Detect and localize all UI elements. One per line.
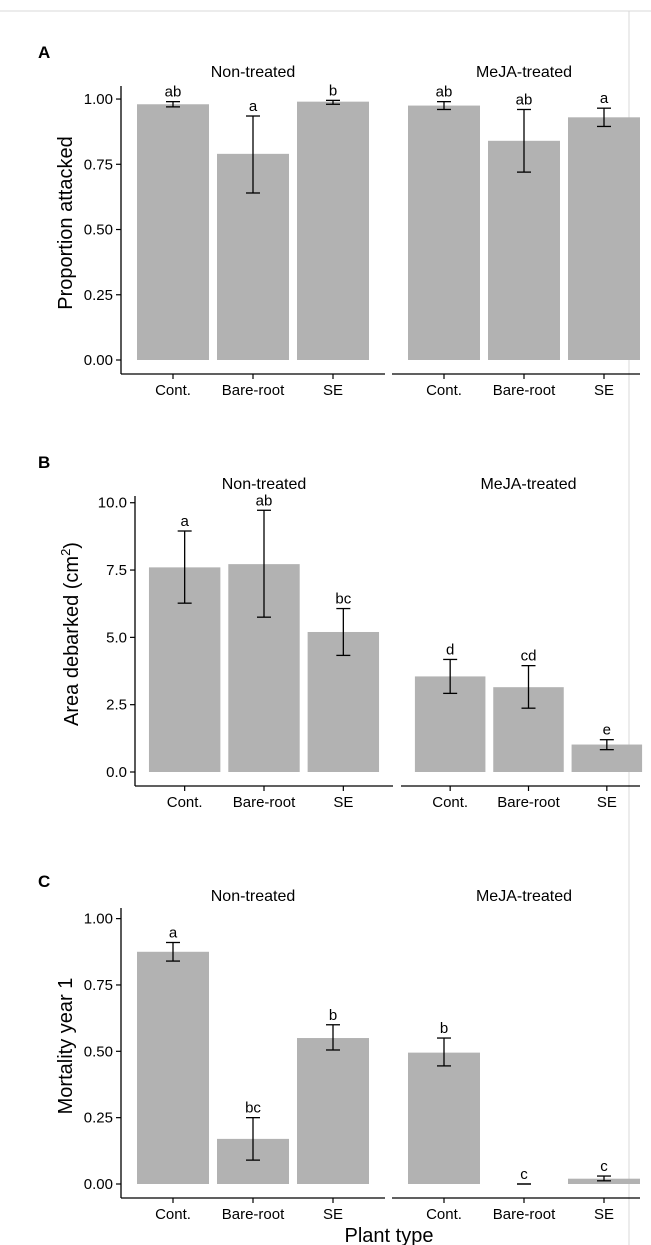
y-tick-label: 0.75 xyxy=(84,977,113,994)
chart-root: A 0.00 0.25 0.50 0.75 1.00 Proportion attacked… xyxy=(38,43,643,1245)
bar xyxy=(408,1052,480,1184)
x-tick-label: SE xyxy=(594,1206,614,1223)
panel-0: A 0.00 0.25 0.50 0.75 1.00 Proportion attacked… xyxy=(38,43,640,399)
y-tick-label: 5.0 xyxy=(106,629,127,646)
x-tick-label: SE xyxy=(333,794,353,811)
facet-1: MeJA-treated ab Cont. ab Bare-root a SE xyxy=(392,64,640,399)
significance-letter: b xyxy=(329,1007,337,1024)
significance-letter: a xyxy=(600,90,609,107)
y-axis-label: Area debarked (cm2) xyxy=(58,542,83,726)
facet-1: MeJA-treated d Cont. cd Bare-root e SE xyxy=(401,476,643,811)
facet-title: Non-treated xyxy=(211,888,296,905)
x-tick-label: Bare-root xyxy=(493,382,556,399)
x-tick-label: SE xyxy=(323,1206,343,1223)
significance-letter: b xyxy=(440,1020,448,1037)
bar xyxy=(137,951,209,1184)
significance-letter: d xyxy=(446,641,454,658)
facet-title: Non-treated xyxy=(211,64,296,81)
facet-0: Non-treated ab Cont. a Bare-root b SE xyxy=(121,64,385,399)
x-tick-label: Cont. xyxy=(155,382,191,399)
bar xyxy=(568,117,640,360)
facet-title: MeJA-treated xyxy=(476,64,572,81)
bar xyxy=(408,105,480,360)
facet-title: MeJA-treated xyxy=(480,476,576,493)
y-tick-label: 1.00 xyxy=(84,911,113,928)
facet-title: MeJA-treated xyxy=(476,888,572,905)
x-axis-label: Plant type xyxy=(345,1225,434,1245)
significance-letter: a xyxy=(169,925,178,942)
x-tick-label: SE xyxy=(597,794,617,811)
significance-letter: ab xyxy=(165,84,182,101)
y-axis-label: Proportion attacked xyxy=(55,136,77,309)
y-tick-label: 2.5 xyxy=(106,697,127,714)
significance-letter: cd xyxy=(521,648,537,665)
x-tick-label: Bare-root xyxy=(233,794,296,811)
significance-letter: bc xyxy=(335,591,351,608)
x-tick-label: Bare-root xyxy=(222,382,285,399)
facet-1: MeJA-treated b Cont. c Bare-root c SE xyxy=(392,888,640,1223)
x-tick-label: Bare-root xyxy=(222,1206,285,1223)
x-tick-label: SE xyxy=(323,382,343,399)
x-tick-label: Cont. xyxy=(155,1206,191,1223)
y-tick-label: 0.50 xyxy=(84,222,113,239)
bar xyxy=(297,1038,369,1184)
significance-letter: bc xyxy=(245,1100,261,1117)
y-tick-label: 0.00 xyxy=(84,352,113,369)
significance-letter: ab xyxy=(436,84,453,101)
y-tick-label: 0.50 xyxy=(84,1043,113,1060)
x-tick-label: Cont. xyxy=(432,794,468,811)
facet-title: Non-treated xyxy=(222,476,307,493)
panel-1: B 0.0 2.5 5.0 7.5 10.0 Area debarked (cm2) Non-… xyxy=(38,453,643,811)
x-tick-label: SE xyxy=(594,382,614,399)
y-tick-label: 0.0 xyxy=(106,764,127,781)
facet-0: Non-treated a Cont. ab Bare-root bc SE xyxy=(135,476,393,811)
y-tick-label: 10.0 xyxy=(98,495,127,512)
bar xyxy=(488,140,560,360)
y-tick-label: 0.25 xyxy=(84,1110,113,1127)
x-tick-label: Cont. xyxy=(426,1206,462,1223)
x-tick-label: Bare-root xyxy=(493,1206,556,1223)
significance-letter: e xyxy=(603,722,611,739)
y-tick-label: 0.00 xyxy=(84,1176,113,1193)
significance-letter: a xyxy=(180,513,189,530)
significance-letter: ab xyxy=(516,91,533,108)
panel-label: B xyxy=(38,453,50,472)
bar xyxy=(297,101,369,361)
panel-2: C 0.00 0.25 0.50 0.75 1.00 Mortality year 1 Non… xyxy=(38,872,640,1245)
significance-letter: c xyxy=(520,1166,528,1183)
significance-letter: b xyxy=(329,82,337,99)
y-tick-label: 7.5 xyxy=(106,562,127,579)
panel-label: A xyxy=(38,43,50,62)
x-tick-label: Cont. xyxy=(167,794,203,811)
facet-0: Non-treated a Cont. bc Bare-root b SE xyxy=(121,888,385,1223)
significance-letter: ab xyxy=(256,492,273,509)
y-tick-label: 0.75 xyxy=(84,156,113,173)
panel-label: C xyxy=(38,872,50,891)
significance-letter: a xyxy=(249,98,258,115)
x-tick-label: Cont. xyxy=(426,382,462,399)
significance-letter: c xyxy=(600,1158,608,1175)
x-tick-label: Bare-root xyxy=(497,794,560,811)
y-axis-label: Mortality year 1 xyxy=(55,978,77,1115)
y-tick-label: 0.25 xyxy=(84,287,113,304)
y-tick-label: 1.00 xyxy=(84,91,113,108)
bar xyxy=(137,104,209,361)
